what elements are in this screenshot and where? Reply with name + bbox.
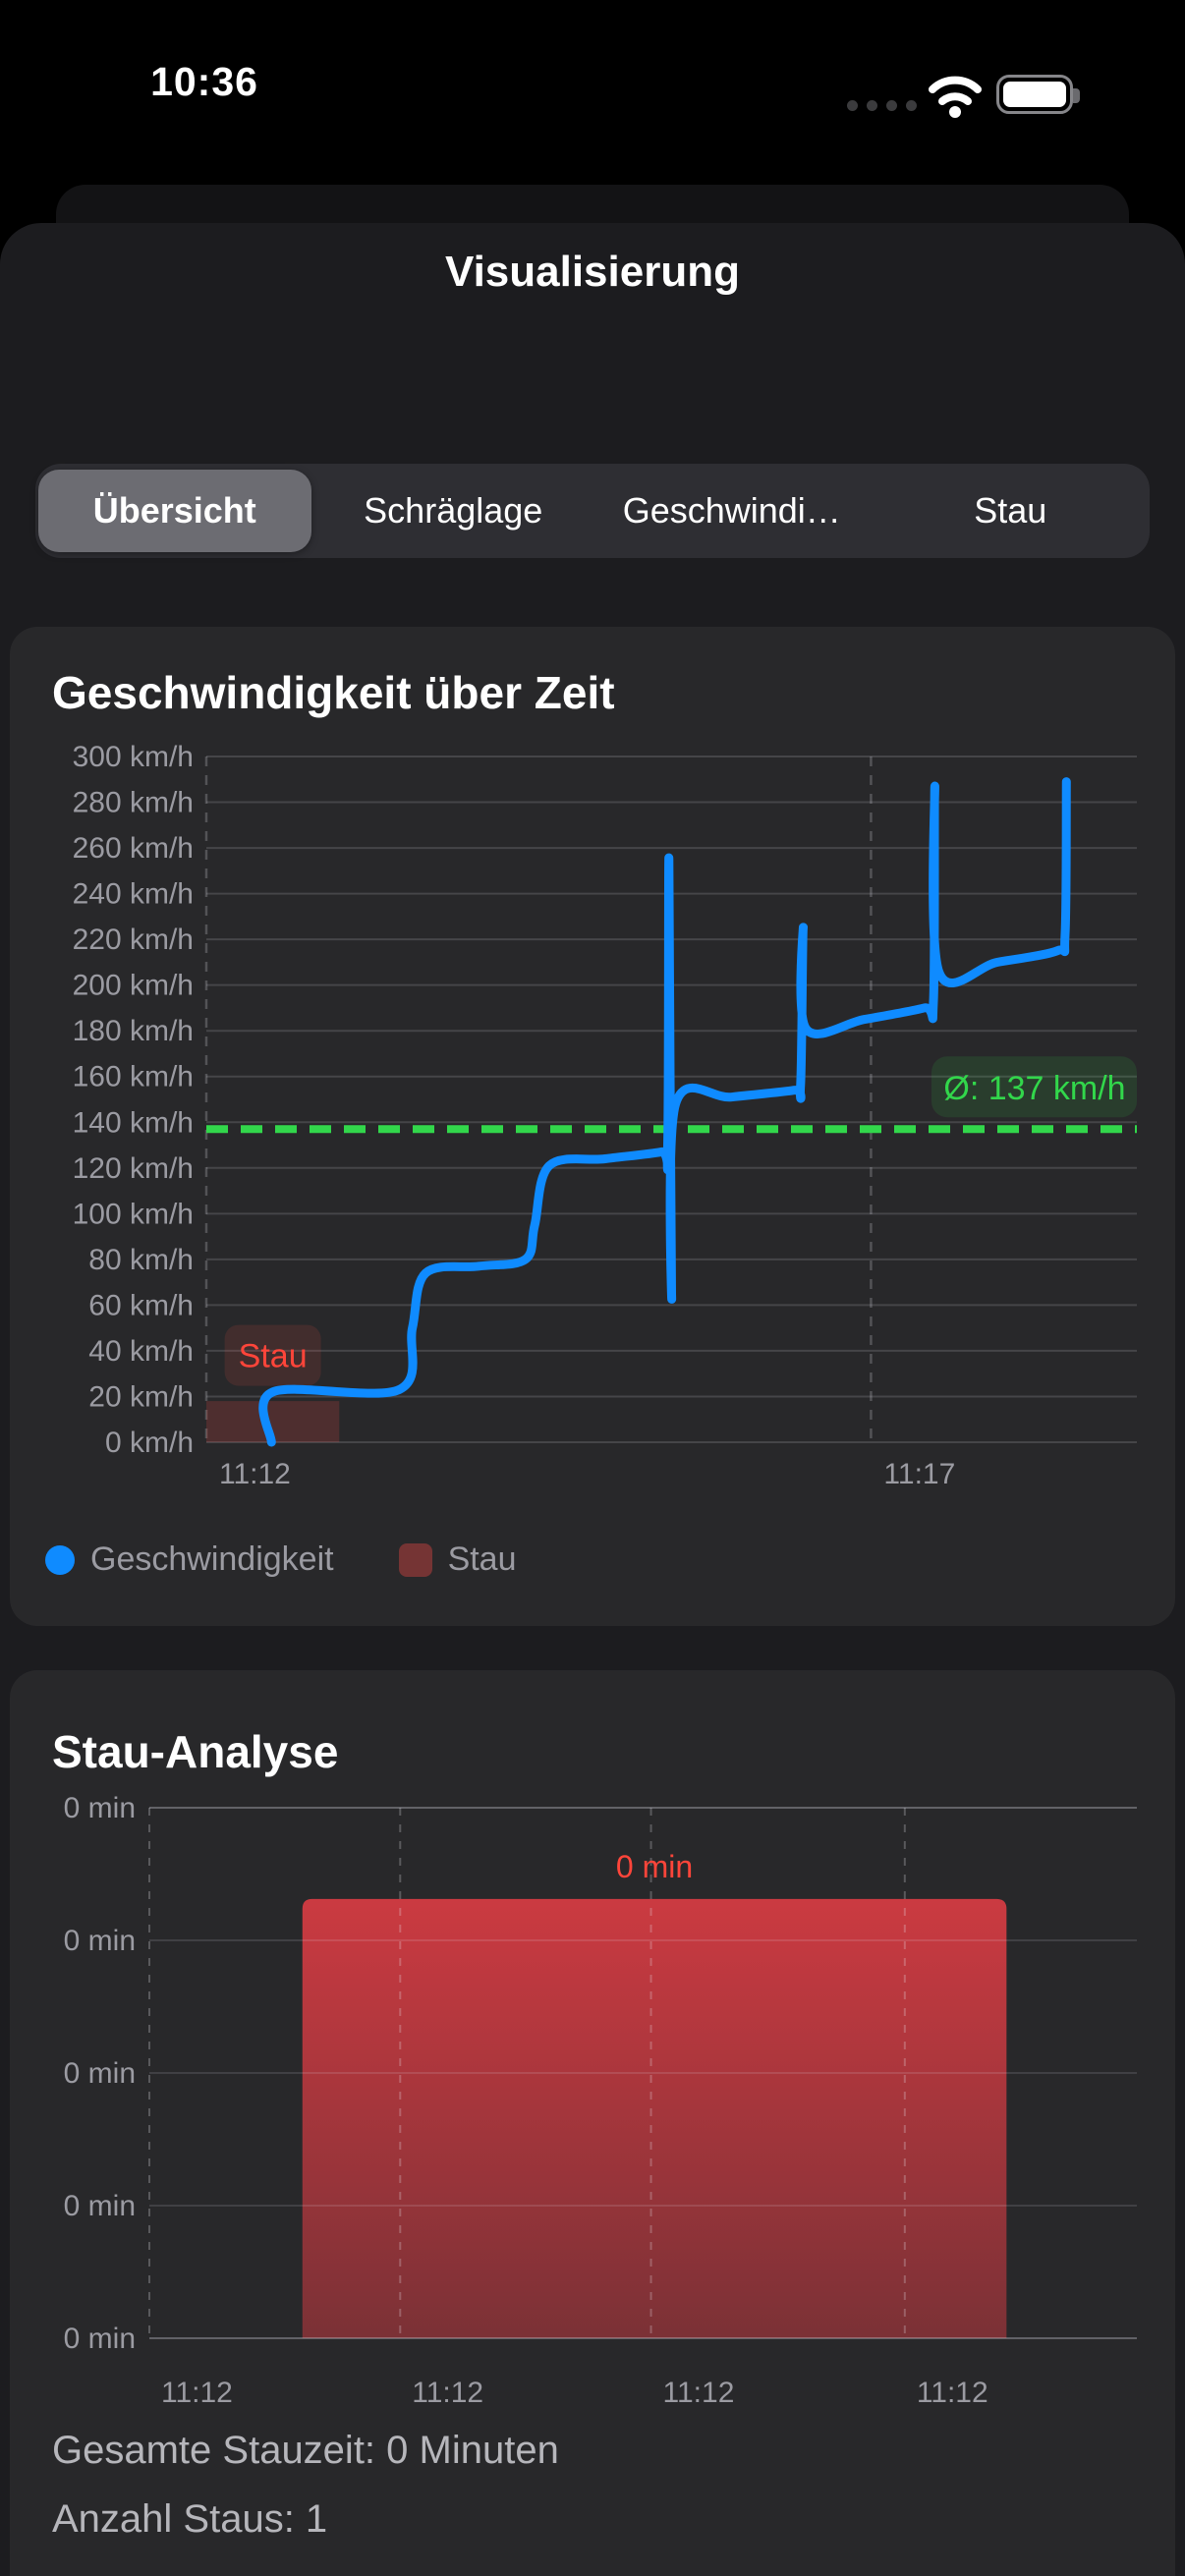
- wifi-icon: [929, 76, 982, 118]
- x-axis-label: 11:12: [412, 2377, 483, 2409]
- speed-chart-card: Geschwindigkeit über Zeit Stau Ø: 137 km/…: [10, 627, 1175, 1626]
- stau-duration-bar: [302, 1898, 1007, 2338]
- y-axis-label: 20 km/h: [88, 1380, 194, 1413]
- x-axis-label: 11:12: [219, 1458, 291, 1490]
- y-axis-label: 280 km/h: [73, 787, 194, 819]
- legend-item-geschwindigkeit: Geschwindigkeit: [45, 1540, 334, 1579]
- y-axis-label: 140 km/h: [73, 1106, 194, 1139]
- x-axis-label: 11:12: [663, 2377, 735, 2409]
- x-axis-label: 11:12: [917, 2377, 988, 2409]
- stau-legend-swatch: [398, 1542, 432, 1577]
- stau-label: Stau: [239, 1338, 308, 1375]
- stau-analysis-card: Stau-Analyse 0 min 0 min 0 min 0 min 0 min 11…: [10, 1670, 1175, 2576]
- battery-icon: [996, 75, 1080, 114]
- y-axis-label: 100 km/h: [73, 1198, 194, 1230]
- stau-bar-chart: 0 min 0 min 0 min 0 min 0 min 11:12 11:12 11:12…: [64, 1792, 1137, 2409]
- geschwindigkeit-legend-swatch: [45, 1544, 75, 1575]
- speed-over-time-chart: Stau Ø: 137 km/h 0 km/h 20 km/h 40 km/h 60 km…: [73, 741, 1137, 1490]
- chart-legend: Geschwindigkeit Stau: [45, 1540, 517, 1579]
- average-speed-label: Ø: 137 km/h: [943, 1070, 1125, 1107]
- cellular-signal-dots-icon: [847, 100, 917, 111]
- stau-chart-title: Stau-Analyse: [52, 1726, 339, 1777]
- tab-stau[interactable]: Stau: [974, 490, 1047, 531]
- y-axis-label: 180 km/h: [73, 1015, 194, 1047]
- tab-schrglage[interactable]: Schräglage: [364, 490, 543, 531]
- tab-geschwindi[interactable]: Geschwindi…: [622, 490, 841, 531]
- total-stau-time-text: Gesamte Stauzeit: 0 Minuten: [52, 2429, 559, 2472]
- bar-annotation: 0 min: [616, 1849, 693, 1884]
- stau-label-box: [224, 1324, 321, 1386]
- legend-item-stau: Stau: [334, 1540, 517, 1579]
- y-axis-label: 200 km/h: [73, 970, 194, 1002]
- y-axis-label: 0 min: [64, 2190, 136, 2222]
- y-axis-label: 300 km/h: [73, 741, 194, 773]
- x-axis-label: 11:12: [161, 2377, 233, 2409]
- y-axis-label: 0 min: [64, 1792, 136, 1824]
- y-axis-label: 120 km/h: [73, 1152, 194, 1185]
- y-axis-label: 240 km/h: [73, 878, 194, 911]
- y-axis-label: 40 km/h: [88, 1335, 194, 1368]
- y-axis-label: 0 min: [64, 2323, 136, 2355]
- stau-count-text: Anzahl Staus: 1: [52, 2497, 328, 2541]
- y-axis-label: 260 km/h: [73, 832, 194, 865]
- speed-chart-title: Geschwindigkeit über Zeit: [52, 667, 615, 718]
- y-axis-label: 0 km/h: [105, 1427, 194, 1459]
- page-title: Visualisierung: [445, 248, 740, 296]
- y-axis-label: 0 min: [64, 1925, 136, 1957]
- y-axis-label: 0 min: [64, 2057, 136, 2090]
- x-axis-label: 11:17: [883, 1458, 955, 1490]
- average-label-box: [931, 1056, 1137, 1118]
- view-segmented-control[interactable]: Übersicht Schräglage Geschwindi… Stau: [35, 464, 1150, 558]
- speed-line-series: [258, 777, 1071, 1447]
- y-axis-label: 160 km/h: [73, 1061, 194, 1093]
- y-axis-label: 60 km/h: [88, 1289, 194, 1321]
- status-time: 10:36: [150, 59, 258, 104]
- y-axis-label: 220 km/h: [73, 924, 194, 956]
- tab-bersicht[interactable]: Übersicht: [38, 470, 311, 552]
- y-axis-label: 80 km/h: [88, 1244, 194, 1276]
